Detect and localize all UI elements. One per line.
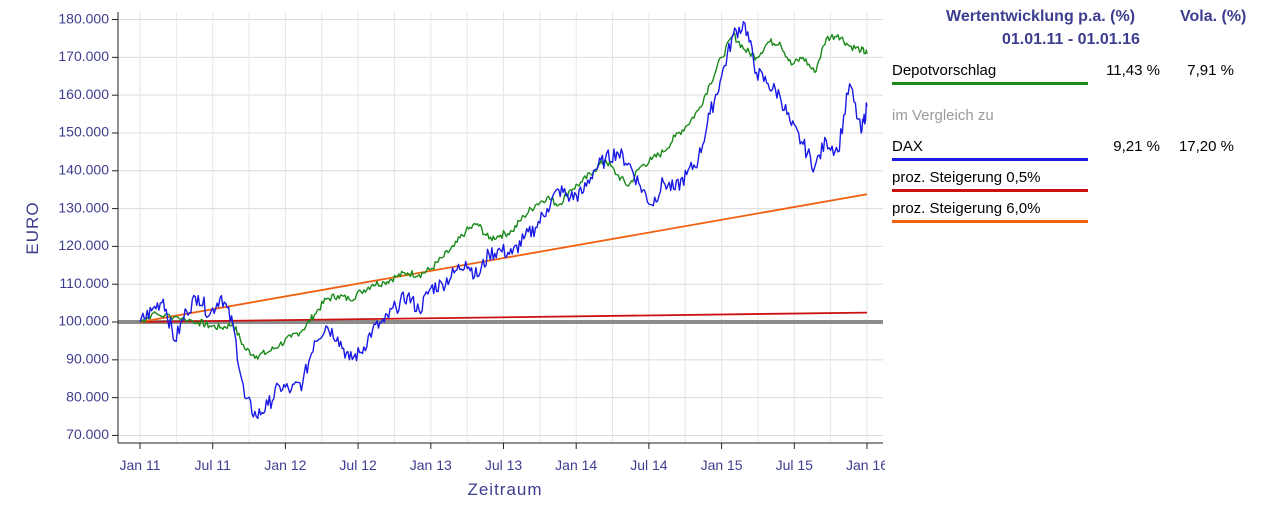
y-tick-label: 90.000 [66,351,109,367]
legend-perf-dax: 9,21 % [1113,138,1160,155]
legend-label: proz. Steigerung 6,0% [892,200,1041,217]
x-tick-label: Jul 13 [485,457,523,473]
x-axis-ticks: Jan 11 Jul 11 Jan 12 Jul 12 Jan 13 Jul 13 Jan … [120,443,885,473]
x-tick-label: Jul 15 [776,457,814,473]
x-axis-title: Zeitraum [467,480,542,499]
legend-item-steigerung-05[interactable]: proz. Steigerung 0,5% [892,169,1088,192]
legend-header-vola: Vola. (%) [1180,8,1247,25]
legend-header-period: 01.01.11 - 01.01.16 [1002,31,1140,48]
x-tick-label: Jul 11 [195,457,232,473]
y-tick-label: 100.000 [58,313,109,329]
compare-label: im Vergleich zu [892,107,994,124]
y-tick-label: 150.000 [58,124,109,140]
y-tick-label: 110.000 [59,275,109,291]
legend-header-performance: Wertentwicklung p.a. (%) [946,8,1136,25]
y-tick-label: 170.000 [58,48,109,64]
x-tick-label: Jan 12 [264,457,306,473]
x-tick-label: Jan 16 [846,457,885,473]
y-tick-label: 80.000 [66,388,109,404]
y-axis-title: EURO [23,201,42,254]
x-tick-label: Jul 12 [339,457,377,473]
y-tick-label: 120.000 [58,237,109,253]
x-tick-label: Jan 14 [555,457,597,473]
series-line-0 [139,32,868,360]
y-tick-label: 140.000 [58,161,109,177]
series-line-1 [139,21,868,420]
y-axis-ticks: 70.000 80.000 90.000 100.000 110.000 120.000 1… [58,10,118,442]
x-tick-label: Jul 14 [630,457,668,473]
x-tick-label: Jan 11 [120,457,161,473]
series-line-3 [139,193,868,323]
legend-perf-depotvorschlag: 11,43 % [1106,62,1160,79]
legend-vola-depotvorschlag: 7,91 % [1187,62,1234,79]
y-tick-label: 180.000 [58,10,109,26]
x-tick-label: Jan 15 [701,457,743,473]
line-chart: 70.000 80.000 90.000 100.000 110.000 120.000 1… [23,10,885,499]
x-tick-label: Jan 13 [410,457,452,473]
y-tick-label: 130.000 [58,199,109,215]
legend-panel: Wertentwicklung p.a. (%) Vola. (%) 01.01… [890,0,1270,519]
y-tick-label: 70.000 [66,426,109,442]
legend-vola-dax: 17,20 % [1178,138,1234,155]
series-line-2 [139,311,868,323]
legend-label: proz. Steigerung 0,5% [892,169,1041,186]
chart-grid [118,12,883,443]
y-tick-label: 160.000 [58,86,109,102]
legend-item-steigerung-60[interactable]: proz. Steigerung 6,0% [892,200,1088,223]
legend-label: DAX [892,138,923,155]
legend-item-depotvorschlag[interactable]: Depotvorschlag [892,62,1088,85]
legend-item-dax[interactable]: DAX [892,138,1088,161]
chart-series [118,21,883,420]
legend-label: Depotvorschlag [892,62,997,79]
